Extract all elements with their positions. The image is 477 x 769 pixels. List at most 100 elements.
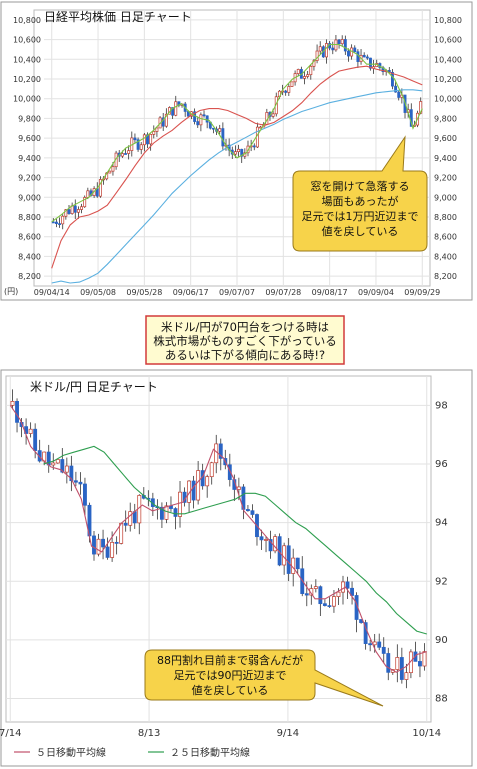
candle-down bbox=[191, 480, 196, 501]
candle-up bbox=[259, 126, 263, 129]
y-tick-label: 9,200 bbox=[18, 174, 41, 183]
candle-up bbox=[178, 491, 182, 517]
x-tick-label: 09/05/28 bbox=[126, 288, 162, 297]
candle-down bbox=[397, 91, 401, 98]
candle-down bbox=[390, 71, 394, 87]
y-tick-label: 9,800 bbox=[434, 114, 457, 123]
usdjpy-chart-title: 米ドル/円 日足チャート bbox=[30, 380, 158, 394]
nikkei-callout-line-2: 場面もあったが bbox=[322, 194, 399, 208]
candle-down bbox=[377, 641, 382, 648]
candle-down bbox=[78, 481, 83, 485]
candle-down bbox=[171, 107, 175, 116]
y-tick-label: 92 bbox=[435, 576, 448, 587]
candle-up bbox=[313, 586, 318, 589]
nikkei-callout: 窓を開けて急落する 場面もあったが 足元では1万円近辺まで 値を戻している bbox=[292, 135, 428, 252]
candle-up bbox=[86, 190, 90, 198]
candle-down bbox=[114, 541, 119, 544]
x-tick-label: 09/07/28 bbox=[265, 288, 301, 297]
y-tick-label: 8,200 bbox=[434, 272, 457, 281]
usdjpy-callout-line-2: 足元では90円近辺まで bbox=[174, 669, 287, 682]
y-tick-label: 10,800 bbox=[434, 16, 462, 25]
nikkei-callout-line-4: 値を戻している bbox=[322, 225, 399, 238]
candle-up bbox=[372, 641, 377, 646]
candle-down bbox=[202, 114, 206, 117]
candle-down bbox=[318, 586, 323, 605]
y-tick-label: 8,800 bbox=[18, 213, 41, 222]
candle-down bbox=[221, 128, 225, 147]
legend-label-ma5: ５日移動平均線 bbox=[36, 746, 106, 759]
middle-caption-box bbox=[145, 315, 345, 365]
candle-down bbox=[327, 605, 332, 607]
nikkei-y-axis-right: 8,200 8,400 8,600 8,800 9,000 9,200 9,400 9,600… bbox=[434, 16, 462, 281]
x-tick-label: 8/13 bbox=[138, 728, 160, 739]
x-tick-label: 09/07/07 bbox=[219, 288, 255, 297]
x-tick-label: 09/05/08 bbox=[80, 288, 116, 297]
usdjpy-callout-bubble bbox=[144, 649, 384, 707]
candle-down bbox=[369, 57, 372, 69]
candle-down bbox=[365, 56, 369, 59]
candle-up bbox=[287, 86, 291, 93]
candle-down bbox=[159, 506, 164, 520]
nikkei-ma-lines bbox=[51, 43, 423, 284]
x-tick-label: 09/04/14 bbox=[34, 288, 70, 297]
candle-down bbox=[173, 508, 178, 517]
y-tick-label: 98 bbox=[435, 400, 448, 411]
candle-up bbox=[218, 128, 222, 132]
candle-up bbox=[96, 538, 101, 555]
candle-down bbox=[132, 511, 137, 524]
candle-up bbox=[237, 148, 241, 152]
x-tick-label: 09/09/29 bbox=[404, 288, 440, 297]
candle-down bbox=[240, 148, 244, 157]
candle-down bbox=[350, 587, 354, 596]
candle-down bbox=[54, 221, 58, 224]
candle-up bbox=[315, 50, 319, 61]
nikkei-y-axis-left: 8,200 8,400 8,600 8,800 9,000 9,200 9,400 9,600… bbox=[13, 16, 41, 281]
y-tick-label: 9,200 bbox=[434, 174, 457, 183]
candle-up bbox=[110, 541, 115, 558]
candle-down bbox=[67, 209, 71, 214]
candle-down bbox=[33, 428, 38, 451]
candle-down bbox=[218, 443, 223, 459]
candle-down bbox=[362, 54, 366, 58]
y-tick-label: 10,000 bbox=[13, 95, 41, 104]
candle-down bbox=[386, 653, 391, 673]
candle-down bbox=[51, 221, 55, 224]
y-tick-label: 8,400 bbox=[434, 252, 457, 261]
candle-up bbox=[395, 657, 400, 670]
candle-down bbox=[353, 47, 357, 53]
x-tick-label: 9/14 bbox=[277, 728, 299, 739]
x-tick-label: 10/14 bbox=[412, 728, 441, 739]
candle-down bbox=[250, 510, 255, 515]
y-tick-label: 9,400 bbox=[434, 154, 457, 163]
usdjpy-callout-line-3: 値を戻している bbox=[192, 684, 269, 697]
candle-down bbox=[284, 90, 288, 93]
nikkei-callout-bubble bbox=[292, 135, 428, 252]
candle-up bbox=[64, 209, 68, 217]
y-tick-label: 10,400 bbox=[13, 55, 41, 64]
ma-line bbox=[51, 65, 423, 269]
candle-up bbox=[149, 134, 153, 145]
candle-up bbox=[10, 401, 15, 406]
candle-down bbox=[331, 47, 335, 51]
x-tick-label: 09/09/04 bbox=[358, 288, 394, 297]
candle-down bbox=[69, 465, 74, 482]
candle-up bbox=[174, 101, 178, 116]
candle-up bbox=[196, 470, 201, 501]
y-tick-label: 10,600 bbox=[434, 36, 462, 45]
candle-up bbox=[309, 65, 313, 76]
candle-up bbox=[108, 170, 112, 174]
candle-up bbox=[128, 511, 133, 526]
candle-down bbox=[368, 643, 373, 646]
candle-down bbox=[73, 205, 77, 213]
candle-up bbox=[341, 581, 345, 593]
nikkei-x-axis: 09/04/14 09/05/08 09/05/28 09/06/17 09/07/07… bbox=[34, 288, 440, 297]
candle-up bbox=[318, 46, 322, 52]
candle-up bbox=[199, 114, 203, 126]
candle-up bbox=[127, 150, 131, 154]
candle-up bbox=[111, 166, 115, 172]
candle-up bbox=[142, 134, 146, 146]
candle-down bbox=[73, 480, 78, 483]
y-tick-label: 10,800 bbox=[13, 16, 41, 25]
candle-down bbox=[15, 401, 19, 423]
candle-down bbox=[252, 145, 256, 148]
